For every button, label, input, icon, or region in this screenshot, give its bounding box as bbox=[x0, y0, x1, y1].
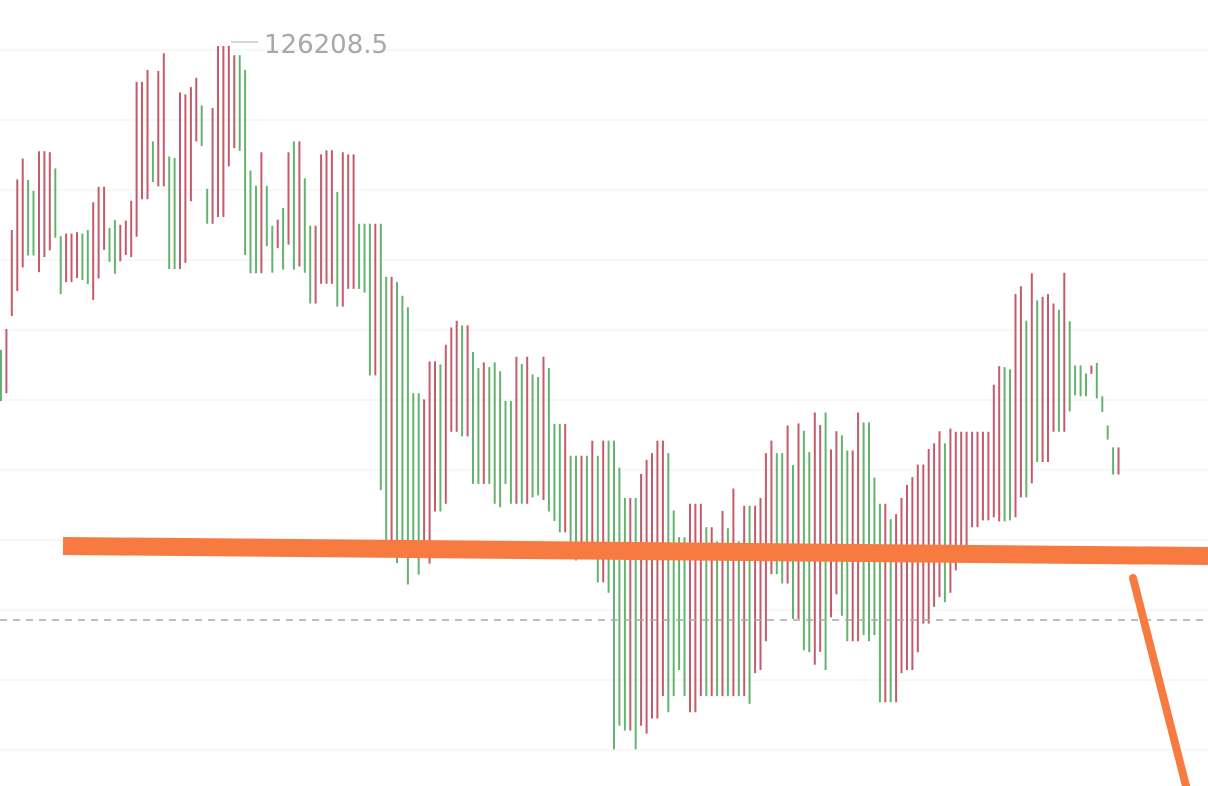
support-trendline bbox=[62, 537, 1208, 565]
high-price-label: 126208.5 bbox=[264, 30, 388, 60]
breakdown-arrow-line bbox=[1129, 574, 1190, 786]
candle-bars bbox=[0, 46, 1120, 750]
